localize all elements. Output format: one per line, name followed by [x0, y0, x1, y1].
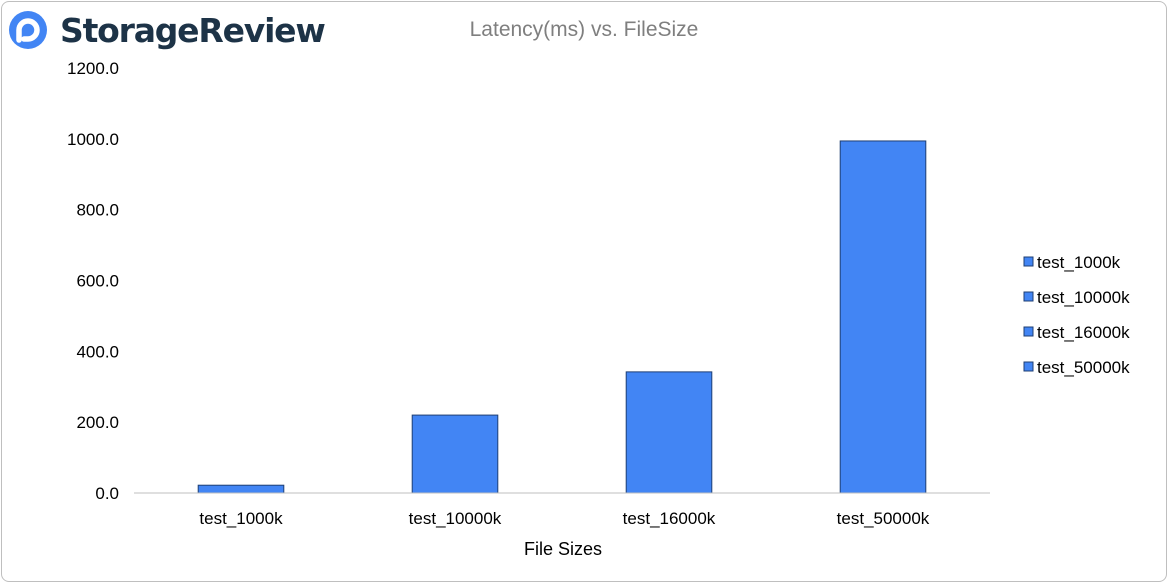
x-tick-label: test_16000k	[623, 509, 716, 528]
legend-swatch	[1023, 256, 1034, 267]
x-axis: test_1000k test_10000k test_16000k test_500…	[199, 509, 929, 528]
legend-item: test_16000k	[1023, 323, 1130, 342]
y-tick-label: 800.0	[76, 201, 119, 220]
bars-group	[197, 140, 927, 494]
y-tick-label: 1000.0	[67, 130, 119, 149]
bar-test-1000k	[197, 484, 285, 494]
y-tick-label: 600.0	[76, 272, 119, 291]
bar-test-16000k	[625, 371, 713, 494]
x-axis-title: File Sizes	[524, 539, 602, 559]
legend-label: test_1000k	[1037, 253, 1121, 272]
storagereview-logo: StorageReview	[8, 8, 326, 52]
storagereview-logo-icon	[9, 11, 47, 49]
legend: test_1000k test_10000k test_16000k test_500…	[1023, 253, 1130, 377]
legend-item: test_10000k	[1023, 288, 1130, 307]
x-tick-label: test_1000k	[199, 509, 283, 528]
legend-item: test_50000k	[1023, 358, 1130, 377]
logo-text: StorageReview	[60, 10, 326, 50]
bar-test-10000k	[411, 414, 499, 494]
y-tick-label: 400.0	[76, 342, 119, 361]
bar-test-50000k	[839, 140, 927, 494]
legend-label: test_50000k	[1037, 358, 1130, 377]
legend-label: test_16000k	[1037, 323, 1130, 342]
x-tick-label: test_10000k	[409, 509, 502, 528]
chart-title: Latency(ms) vs. FileSize	[470, 18, 699, 41]
legend-swatch	[1023, 361, 1034, 372]
legend-swatch	[1023, 291, 1034, 302]
legend-swatch	[1023, 326, 1034, 337]
x-tick-label: test_50000k	[837, 509, 930, 528]
legend-item: test_1000k	[1023, 253, 1121, 272]
legend-label: test_10000k	[1037, 288, 1130, 307]
y-tick-label: 1200.0	[67, 59, 119, 78]
y-tick-label: 200.0	[76, 413, 119, 432]
y-tick-label: 0.0	[95, 484, 119, 503]
y-axis: 0.0 200.0 400.0 600.0 800.0 1000.0 1200.0	[67, 59, 119, 503]
